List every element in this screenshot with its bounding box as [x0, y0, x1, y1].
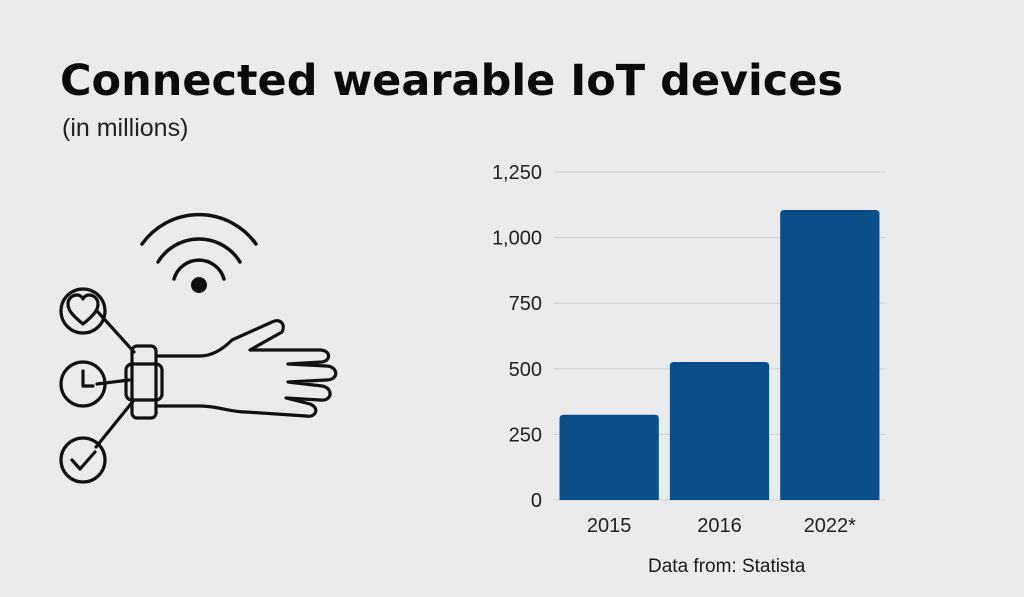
smartwatch-wrist-icon [124, 319, 338, 420]
bar-chart: 0 250 500 750 1,000 1,250 2015 2016 2022* [492, 162, 885, 537]
data-source-note: Data from: Statista [648, 556, 806, 577]
bar-2022 [780, 210, 880, 500]
x-tick-label: 2022* [804, 515, 856, 537]
x-tick-label: 2016 [697, 515, 742, 537]
y-tick-label: 0 [531, 490, 542, 512]
x-tick-label: 2015 [587, 515, 632, 537]
x-axis-ticks: 2015 2016 2022* [587, 515, 856, 537]
chart-title: Connected wearable IoT devices [60, 56, 844, 106]
wifi-signal-icon [140, 212, 258, 293]
wearable-illustration [59, 212, 338, 484]
y-tick-label: 750 [509, 293, 542, 315]
chart-subtitle: (in millions) [62, 114, 189, 142]
bar-2015 [559, 414, 659, 500]
bar-2016 [669, 361, 770, 500]
y-tick-label: 1,250 [492, 162, 542, 184]
y-tick-label: 1,000 [492, 228, 542, 250]
checkmark-icon [59, 436, 107, 484]
bars [559, 210, 880, 500]
clock-icon [59, 360, 107, 408]
y-axis-ticks: 0 250 500 750 1,000 1,250 [492, 162, 542, 512]
heart-icon [59, 287, 107, 335]
y-tick-label: 500 [509, 359, 542, 381]
y-tick-label: 250 [509, 424, 542, 446]
